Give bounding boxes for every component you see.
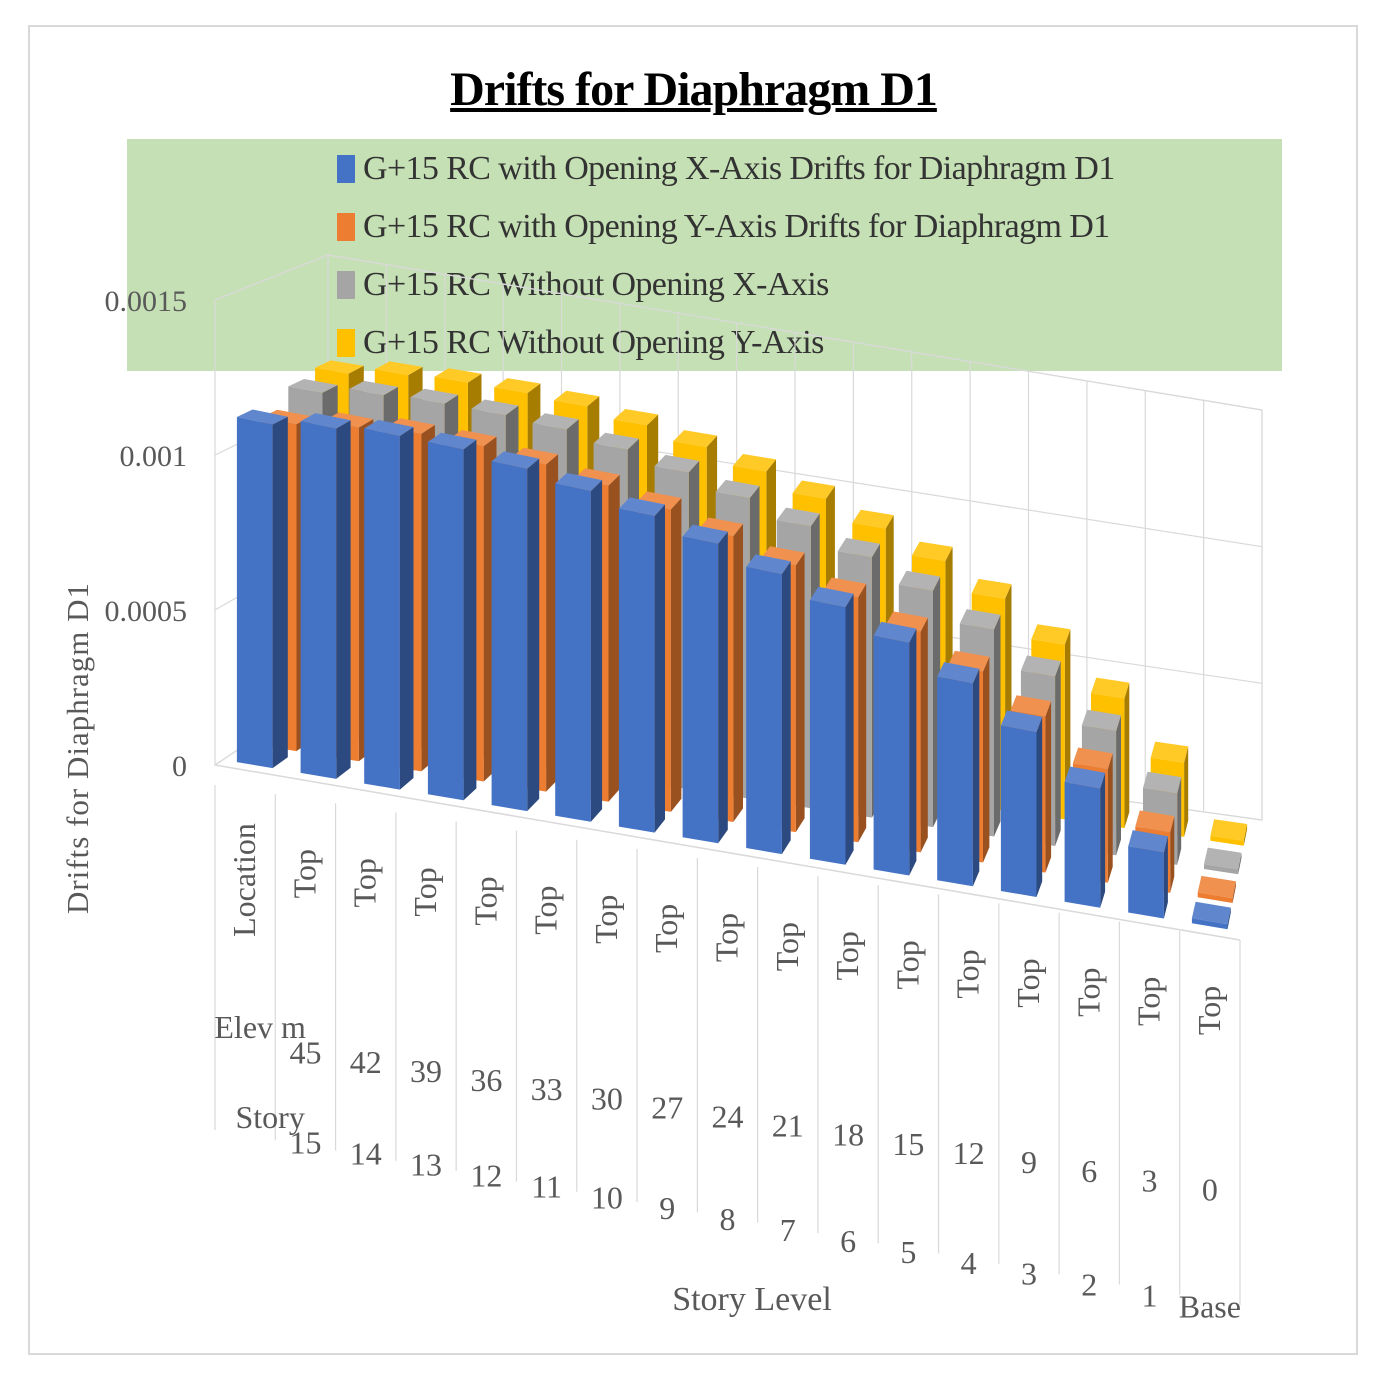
cat-story-label: Base: [1179, 1288, 1241, 1324]
cat-elev-label: 36: [470, 1062, 502, 1098]
header-location: Location: [226, 823, 262, 937]
cat-story-label: 9: [659, 1190, 675, 1226]
header-story: Story: [235, 1099, 304, 1135]
cat-location-label: Top: [889, 940, 925, 989]
y-axis-label: Drifts for Diaphragm D1: [60, 582, 95, 914]
bar-s3-c16: [1204, 847, 1242, 875]
cat-elev-label: 33: [531, 1071, 563, 1107]
cat-story-label: 7: [780, 1212, 796, 1248]
y-tick-label: 0.0015: [105, 285, 188, 318]
cat-elev-label: 21: [772, 1108, 804, 1144]
cat-story-label: 15: [289, 1125, 321, 1161]
bar-s1-c11: [873, 621, 917, 876]
cat-elev-label: 6: [1081, 1153, 1097, 1189]
legend-label-y-opening: G+15 RC with Opening Y-Axis Drifts for D…: [363, 208, 1110, 245]
cat-elev-label: 42: [350, 1044, 382, 1080]
legend-label-x-opening: G+15 RC with Opening X-Axis Drifts for D…: [363, 150, 1115, 187]
cat-elev-label: 12: [953, 1135, 985, 1171]
cat-story-label: 4: [961, 1245, 977, 1281]
cat-elev-label: 9: [1021, 1144, 1037, 1180]
cat-location-label: Top: [347, 858, 383, 907]
cat-elev-label: 24: [712, 1099, 744, 1135]
cat-story-label: 12: [470, 1157, 502, 1193]
cat-story-label: 11: [531, 1168, 562, 1204]
cat-location-label: Top: [286, 849, 322, 898]
cat-location-label: Top: [1070, 968, 1106, 1017]
bar-s1-c7: [618, 497, 665, 833]
bar-s1-c16: [1191, 901, 1231, 930]
cat-location-label: Top: [588, 895, 624, 944]
cat-story-label: 13: [410, 1147, 442, 1183]
cat-location-label: Top: [829, 931, 865, 980]
bar-s1-c12: [937, 662, 980, 887]
legend-entry-y-no-opening: G+15 RC Without Opening Y-Axis: [337, 318, 824, 368]
cat-story-label: 3: [1021, 1256, 1037, 1292]
cat-elev-label: 3: [1142, 1162, 1158, 1198]
bar-s1-c6: [555, 473, 603, 822]
y-tick-label: 0: [172, 750, 187, 783]
bar-s1-c2: [300, 413, 351, 779]
cat-story-label: 5: [900, 1234, 916, 1270]
cat-location-label: Top: [709, 913, 745, 962]
floor-front-edge: [214, 764, 1241, 941]
cat-elev-label: 27: [651, 1089, 683, 1125]
bar-s2-c16: [1197, 875, 1236, 903]
legend-entry-x-opening: G+15 RC with Opening X-Axis Drifts for D…: [337, 144, 1115, 194]
cat-elev-label: 30: [591, 1080, 623, 1116]
cat-story-label: 10: [591, 1179, 623, 1215]
cat-story-label: 8: [720, 1201, 736, 1237]
cat-location-label: Top: [1191, 986, 1227, 1035]
chart-legend: G+15 RC with Opening X-Axis Drifts for D…: [127, 139, 1282, 371]
cat-elev-label: 18: [832, 1117, 864, 1153]
bar-s4-c16: [1210, 819, 1248, 846]
cat-elev-label: 15: [892, 1126, 924, 1162]
bar-s1-c1: [236, 409, 288, 769]
cat-location-label: Top: [467, 876, 503, 925]
legend-entry-x-no-opening: G+15 RC Without Opening X-Axis: [337, 260, 829, 310]
bar-s1-c9: [746, 554, 791, 855]
cat-story-label: 2: [1081, 1267, 1097, 1303]
cat-elev-label: 0: [1202, 1171, 1218, 1207]
bar-s1-c8: [682, 524, 728, 844]
legend-swatch-x-no-opening: [337, 271, 355, 299]
bar-s1-c15: [1128, 830, 1168, 919]
y-tick-label: 0.001: [120, 440, 188, 473]
cat-story-label: 14: [350, 1136, 382, 1172]
cat-elev-label: 45: [289, 1035, 321, 1071]
cat-elev-label: 39: [410, 1053, 442, 1089]
cat-location-label: Top: [769, 922, 805, 971]
bar-marks: [236, 360, 1248, 930]
cat-location-label: Top: [950, 949, 986, 998]
cat-location-label: Top: [648, 904, 684, 953]
legend-label-y-no-opening: G+15 RC Without Opening Y-Axis: [363, 324, 824, 361]
bar-s1-c4: [427, 432, 477, 801]
legend-swatch-x-opening: [337, 155, 355, 183]
bar-s1-c14: [1064, 766, 1106, 908]
legend-label-x-no-opening: G+15 RC Without Opening X-Axis: [363, 266, 829, 303]
x-axis-label: Story Level: [672, 1281, 832, 1318]
gridline-h: [214, 254, 1263, 411]
legend-entry-y-opening: G+15 RC with Opening Y-Axis Drifts for D…: [337, 202, 1110, 252]
cat-location-label: Top: [528, 885, 564, 934]
bar-s1-c10: [809, 586, 854, 865]
y-axis-ticks: 0 0.0005 0.001 0.0015: [105, 285, 188, 783]
cat-location-label: Top: [1010, 958, 1046, 1007]
chart-title: Drifts for Diaphragm D1: [450, 63, 938, 116]
bar-s1-c5: [491, 451, 540, 812]
cat-location-label: Top: [407, 867, 443, 916]
header-elev: Elev m: [214, 1009, 306, 1045]
legend-swatch-y-no-opening: [337, 329, 355, 357]
cat-story-label: 1: [1142, 1278, 1158, 1314]
y-tick-label: 0.0005: [105, 595, 188, 628]
bar-s1-c3: [364, 419, 414, 790]
legend-swatch-y-opening: [337, 213, 355, 241]
bar-s1-c13: [1000, 710, 1043, 897]
cat-story-label: 6: [840, 1223, 856, 1259]
cat-location-label: Top: [1131, 977, 1167, 1026]
